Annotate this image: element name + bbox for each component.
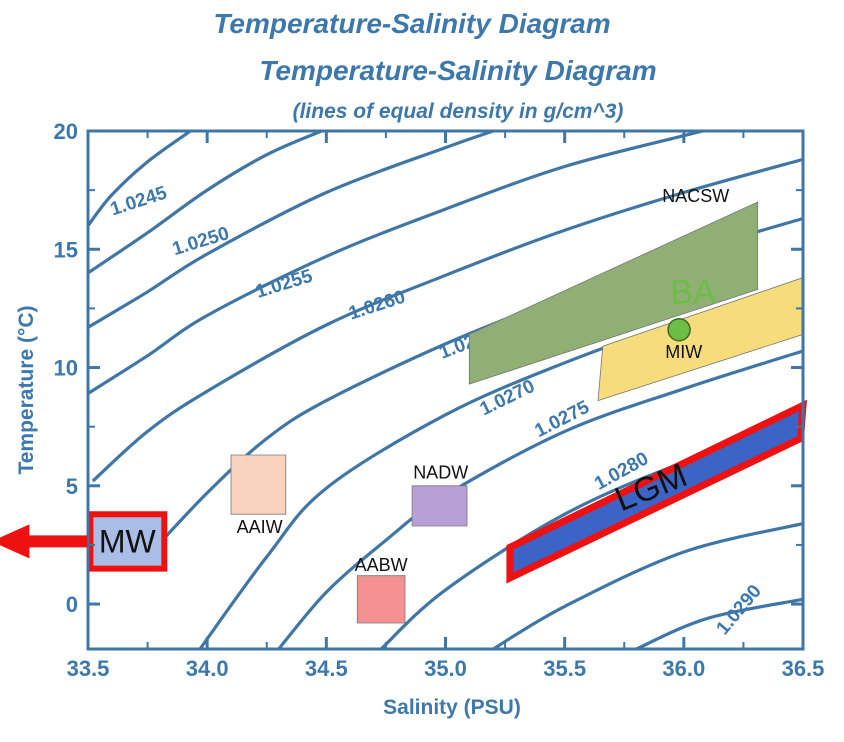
x-tick-label: 35.0 xyxy=(424,656,467,681)
water-mass-nacsw xyxy=(468,201,759,385)
water-mass-aaiw xyxy=(230,454,287,515)
water-mass-label-nacsw: NACSW xyxy=(662,186,729,206)
water-mass-label-nadw: NADW xyxy=(413,463,468,483)
water-mass-label-aabw: AABW xyxy=(355,555,408,575)
water-mass-nadw xyxy=(411,485,468,527)
point-label-ba: BA xyxy=(670,274,716,312)
y-tick-label: 15 xyxy=(54,237,78,262)
isopycnal-line-1.0295 xyxy=(635,597,803,649)
water-mass-label-miw: MIW xyxy=(665,342,702,362)
point-ba xyxy=(667,317,691,342)
isopycnal-line-1.0250 xyxy=(88,131,323,275)
water-mass-aabw xyxy=(356,575,406,624)
x-tick-label: 34.5 xyxy=(305,656,348,681)
isopycnal-line-1.0280 xyxy=(277,349,803,649)
x-tick-label: 34.0 xyxy=(186,656,229,681)
water-mass-label-mw: MW xyxy=(99,523,157,559)
x-tick-label: 36.5 xyxy=(782,656,825,681)
chart-subtitle: (lines of equal density in g/cm^3) xyxy=(293,100,624,123)
y-tick-label: 0 xyxy=(66,592,78,617)
isopycnal-line-1.0260 xyxy=(88,131,710,395)
x-tick-label: 33.5 xyxy=(67,656,110,681)
chart-title-repeat: Temperature-Salinity Diagram xyxy=(259,55,656,86)
x-axis-label: Salinity (PSU) xyxy=(383,696,521,719)
isopycnal-line-1.0255 xyxy=(88,131,494,329)
y-tick-label: 20 xyxy=(54,119,78,144)
axis-ticks: 33.5 34.0 34.5 35.0 35.5 36.0 36.5 0 5 10 15 20 xyxy=(54,119,825,681)
y-axis-label: Temperature (°C) xyxy=(15,305,38,474)
x-tick-label: 35.5 xyxy=(543,656,586,681)
water-mass-label-aaiw: AAIW xyxy=(237,517,283,537)
chart-title: Temperature-Salinity Diagram xyxy=(213,8,610,39)
y-tick-label: 5 xyxy=(66,474,78,499)
isopycnal-line-1.0245 xyxy=(88,131,192,227)
isopycnal-line-1.0290 xyxy=(492,522,803,649)
x-tick-label: 36.0 xyxy=(662,656,705,681)
annotations xyxy=(0,524,88,559)
isopycnal-line-1.0265 xyxy=(91,157,803,483)
mw-left-arrow xyxy=(0,524,88,559)
water-mass-mw xyxy=(87,511,168,572)
y-tick-label: 10 xyxy=(54,356,78,381)
